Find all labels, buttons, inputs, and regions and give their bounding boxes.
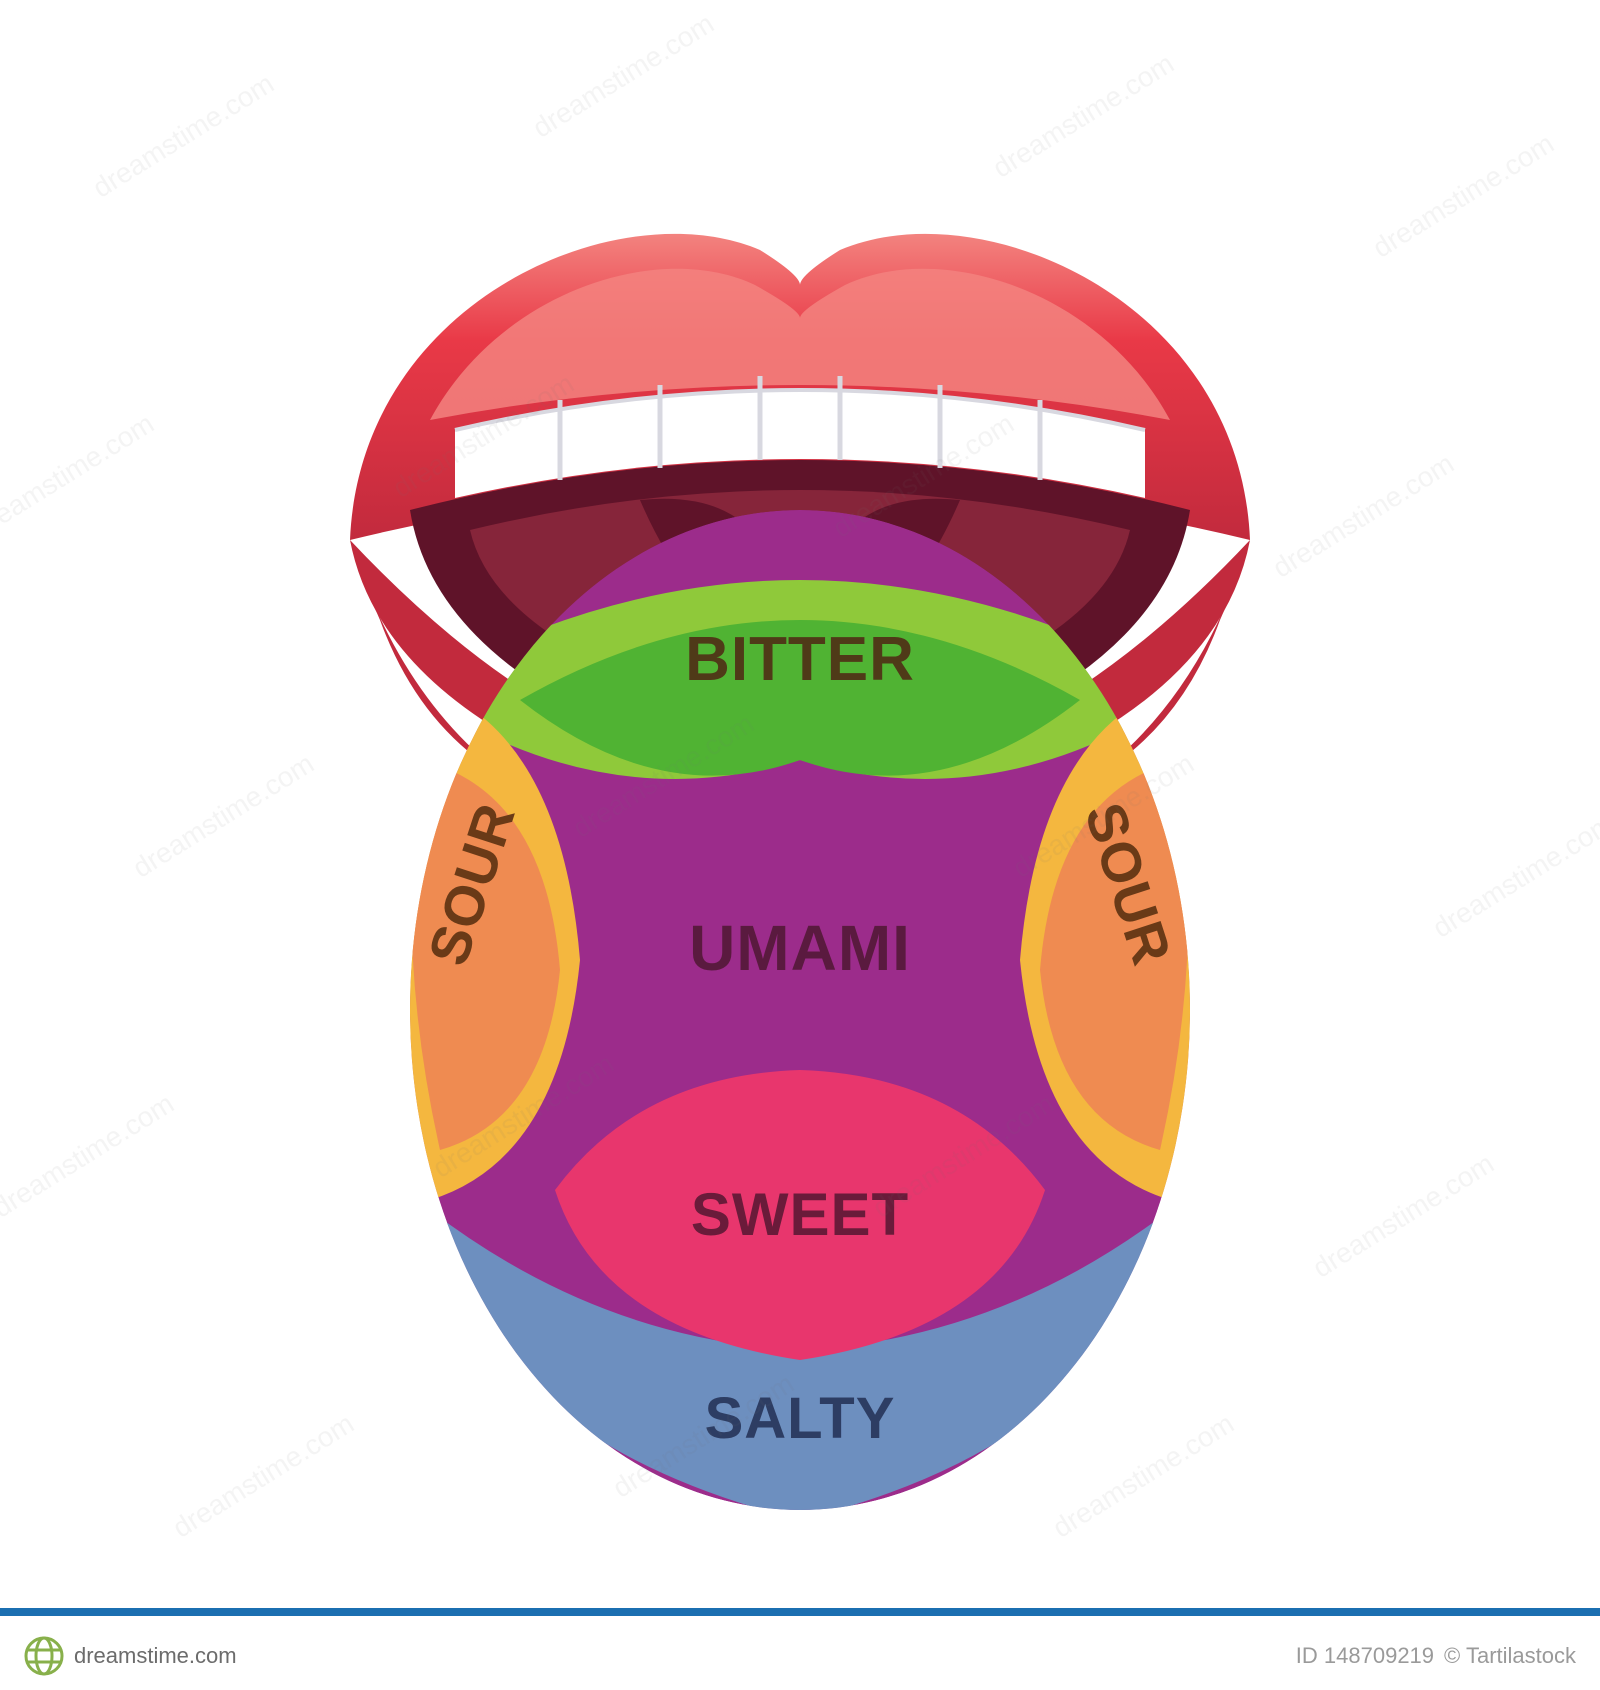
label-bitter: BITTER <box>685 625 915 694</box>
footer-bar: dreamstime.com ID 148709219 © Tartilasto… <box>0 1608 1600 1690</box>
footer-credit: © Tartilastock <box>1444 1643 1576 1669</box>
label-sweet: SWEET <box>691 1181 909 1248</box>
footer-id: ID 148709219 <box>1296 1643 1434 1669</box>
label-salty: SALTY <box>705 1386 896 1451</box>
label-umami: UMAMI <box>689 912 911 984</box>
stage: dreamstime.com dreamstime.com dreamstime… <box>0 0 1600 1690</box>
footer-blue-strip-real <box>0 1608 1600 1616</box>
tongue-diagram: BITTER UMAMI SWEET SALTY SOUR SOUR <box>0 0 1600 1608</box>
footer-logo-text: dreamstime.com <box>74 1643 237 1669</box>
globe-icon <box>24 1636 64 1676</box>
